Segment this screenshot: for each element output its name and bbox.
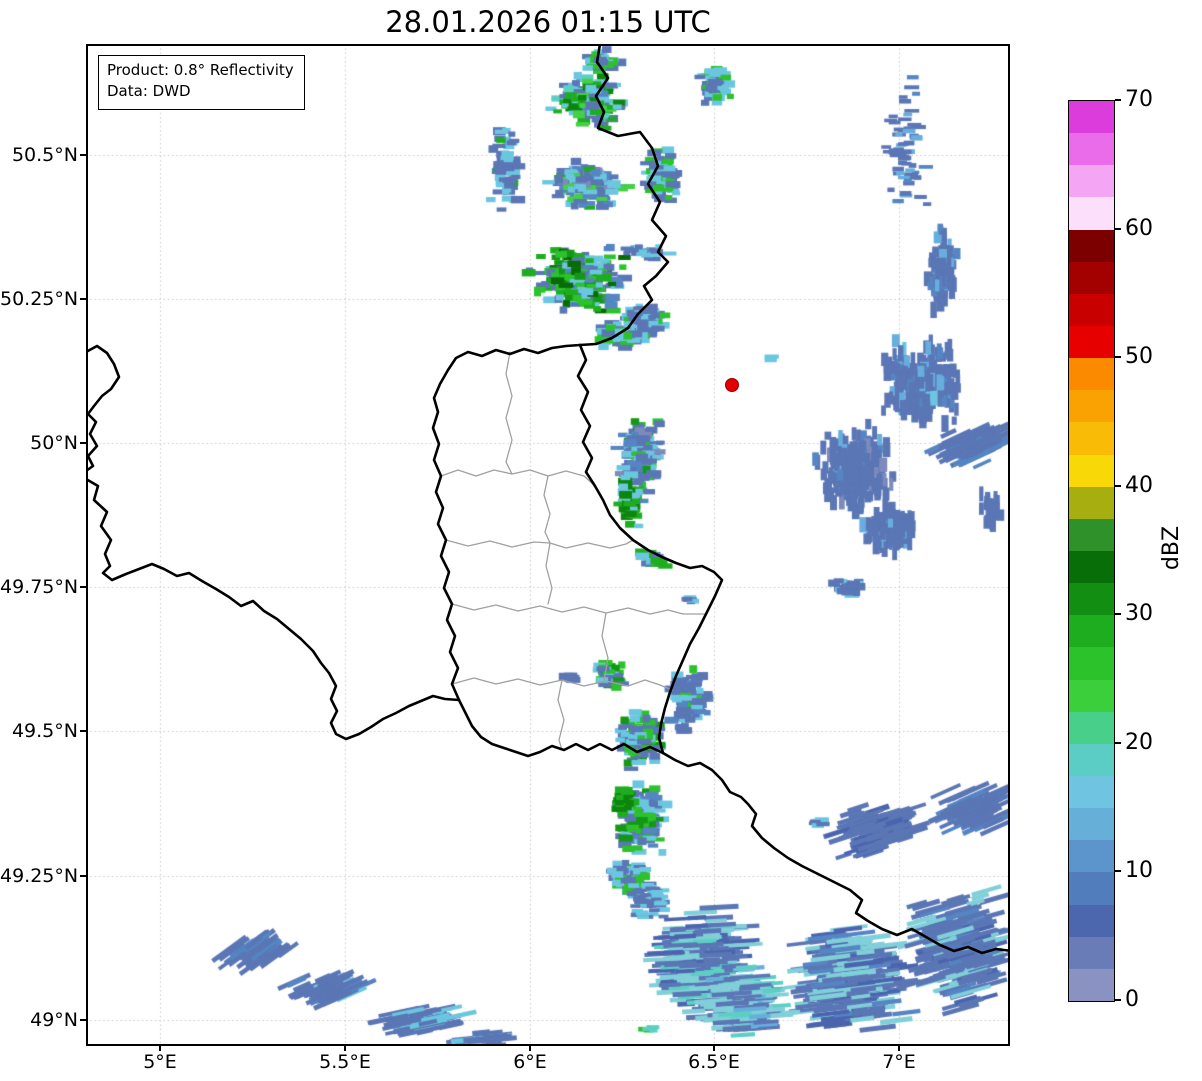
x-tick-mark: [713, 1046, 715, 1051]
x-tick-label: 7°E: [882, 1051, 916, 1073]
colorbar-band: [1069, 325, 1114, 359]
y-tick-label: 49.75°N: [0, 576, 79, 598]
x-tick-mark: [529, 1046, 531, 1051]
colorbar-band: [1069, 583, 1114, 616]
x-tick-mark: [344, 1046, 346, 1051]
colorbar-tick-label: 0: [1125, 987, 1139, 1012]
data-source-label: Data: DWD: [107, 82, 191, 101]
colorbar-tick-label: 60: [1125, 215, 1153, 241]
y-tick-mark: [80, 730, 86, 732]
y-tick-label: 50°N: [30, 432, 78, 454]
colorbar-tick-mark: [1115, 870, 1121, 873]
y-tick-mark: [80, 154, 86, 156]
colorbar-band: [1069, 229, 1114, 262]
map-plot-area: [86, 44, 1010, 1046]
colorbar-tick-mark: [1115, 99, 1121, 101]
y-tick-mark: [80, 586, 86, 588]
y-tick-mark: [80, 1019, 86, 1021]
colorbar-band: [1069, 840, 1114, 873]
colorbar-band: [1069, 550, 1114, 584]
x-tick-label: 6.5°E: [688, 1051, 740, 1073]
colorbar-band: [1069, 133, 1114, 166]
y-tick-label: 50.25°N: [0, 288, 79, 310]
y-tick-mark: [80, 442, 86, 444]
colorbar-band: [1069, 101, 1114, 134]
colorbar: [1068, 100, 1115, 1002]
x-tick-label: 5°E: [143, 1051, 177, 1073]
y-tick-mark: [80, 298, 86, 300]
radar-echo-canvas: [86, 44, 1010, 1046]
colorbar-band: [1069, 165, 1114, 198]
y-tick-mark: [80, 875, 86, 877]
map-title: 28.01.2026 01:15 UTC: [385, 5, 711, 39]
x-tick-label: 6°E: [513, 1051, 547, 1073]
colorbar-band: [1069, 390, 1114, 423]
product-info-box: Product: 0.8° Reflectivity Data: DWD: [98, 55, 305, 110]
colorbar-band: [1069, 679, 1114, 712]
colorbar-unit-label: dBZ: [1159, 525, 1184, 571]
colorbar-band: [1069, 647, 1114, 680]
colorbar-band: [1069, 197, 1114, 230]
colorbar-band: [1069, 261, 1114, 294]
colorbar-band: [1069, 872, 1114, 905]
colorbar-band: [1069, 615, 1114, 648]
colorbar-tick-label: 10: [1125, 858, 1153, 884]
colorbar-band: [1069, 293, 1114, 326]
colorbar-tick-mark: [1115, 741, 1121, 744]
colorbar-band: [1069, 743, 1114, 776]
colorbar-tick-mark: [1115, 613, 1121, 616]
colorbar-band: [1069, 936, 1114, 969]
y-tick-label: 49°N: [30, 1009, 78, 1031]
colorbar-tick-mark: [1115, 999, 1121, 1001]
colorbar-tick-label: 30: [1125, 601, 1153, 627]
y-tick-label: 49.25°N: [0, 865, 79, 887]
colorbar-tick-mark: [1115, 356, 1121, 359]
colorbar-band: [1069, 358, 1114, 391]
colorbar-band: [1069, 968, 1114, 1001]
product-label: Product: 0.8° Reflectivity: [107, 61, 294, 79]
colorbar-tick-mark: [1115, 484, 1121, 487]
colorbar-tick-label: 70: [1125, 87, 1153, 112]
y-tick-label: 49.5°N: [11, 720, 78, 742]
colorbar-band: [1069, 518, 1114, 551]
y-tick-label: 50.5°N: [11, 144, 78, 166]
colorbar-band: [1069, 904, 1114, 937]
x-tick-mark: [898, 1046, 900, 1051]
colorbar-band: [1069, 486, 1114, 519]
colorbar-tick-label: 50: [1125, 344, 1153, 370]
colorbar-band: [1069, 454, 1114, 487]
colorbar-tick-label: 40: [1125, 472, 1153, 498]
colorbar-tick-label: 20: [1125, 729, 1153, 755]
colorbar-band: [1069, 775, 1114, 809]
colorbar-band: [1069, 808, 1114, 841]
colorbar-band: [1069, 711, 1114, 744]
colorbar-band: [1069, 422, 1114, 455]
colorbar-tick-mark: [1115, 227, 1121, 230]
x-tick-label: 5.5°E: [319, 1051, 371, 1073]
x-tick-mark: [159, 1046, 161, 1051]
